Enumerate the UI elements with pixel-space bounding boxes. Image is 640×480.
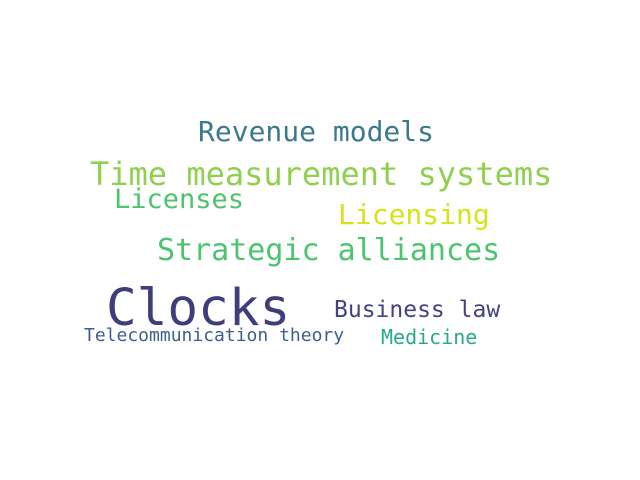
word-clocks: Clocks [106, 279, 291, 338]
word-strategic-alliances: Strategic alliances [157, 233, 501, 268]
word-business-law: Business law [334, 297, 501, 323]
word-time-measurement-systems: Time measurement systems [90, 155, 553, 193]
word-medicine: Medicine [381, 325, 478, 349]
word-revenue-models: Revenue models [198, 115, 435, 148]
word-licensing: Licensing [338, 198, 490, 231]
word-licenses: Licenses [114, 184, 245, 215]
word-telecommunication-theory: Telecommunication theory [84, 325, 345, 346]
